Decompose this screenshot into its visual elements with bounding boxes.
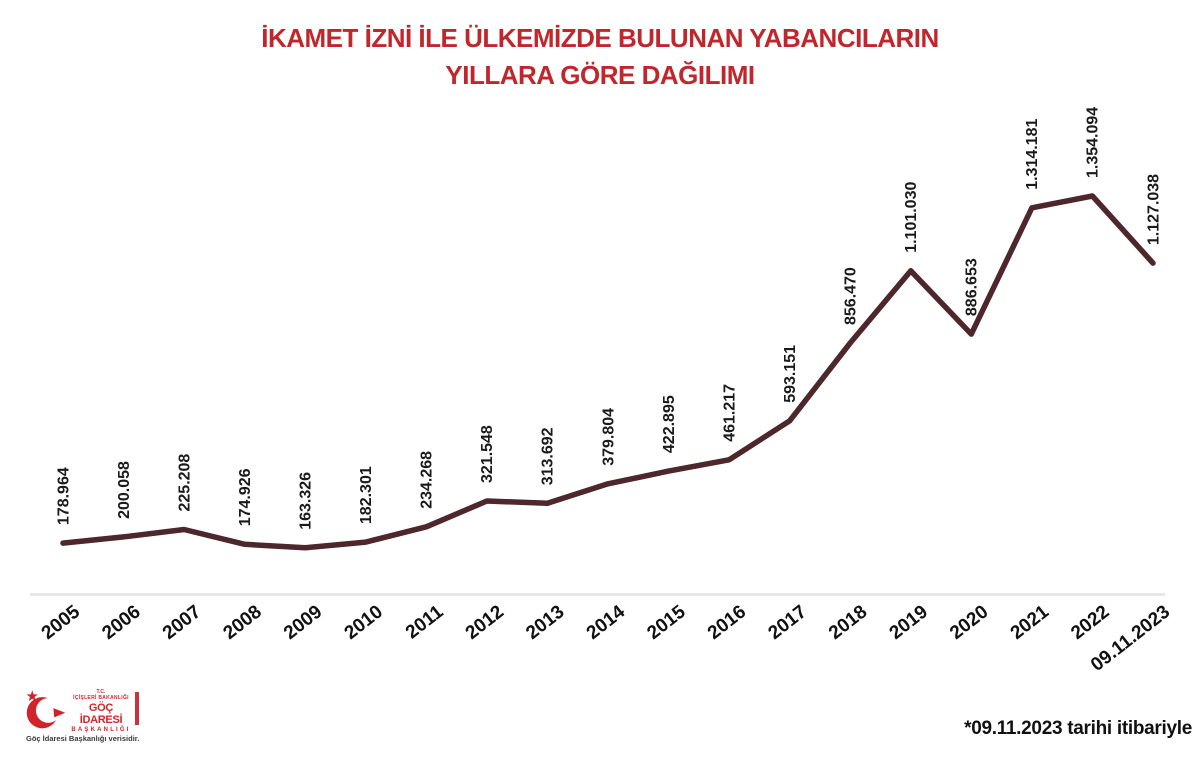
logo-divider-bar	[135, 692, 139, 725]
year-label: 2010	[341, 601, 387, 644]
value-label: 461.217	[721, 384, 738, 442]
year-label: 2005	[38, 601, 85, 644]
value-label: 593.151	[782, 345, 799, 403]
value-label: 886.653	[964, 258, 981, 316]
year-label: 2007	[159, 601, 205, 644]
year-label: 2020	[946, 601, 992, 644]
year-label: 2022	[1067, 601, 1113, 644]
year-label: 2015	[643, 601, 690, 644]
year-label: 2011	[402, 601, 448, 643]
chart-title-line2: YILLARA GÖRE DAĞILIMI	[445, 60, 755, 90]
year-label: 2019	[886, 601, 932, 644]
value-label: 422.895	[661, 395, 678, 453]
logo-text: T.C. İÇİŞLERİ BAKANLIĞI GÖÇ İDARESİ BAŞK…	[70, 689, 132, 734]
logo-tc: T.C.	[96, 689, 106, 695]
year-label: 2008	[220, 601, 266, 644]
value-label: 379.804	[600, 408, 617, 466]
value-label: 856.470	[842, 267, 859, 325]
chart-line	[60, 193, 1156, 551]
year-label: 2006	[98, 601, 144, 644]
value-label: 1.101.030	[903, 182, 920, 253]
crescent-star-logo-icon	[26, 690, 66, 729]
value-label: 1.354.094	[1085, 107, 1102, 178]
date-footnote: *09.11.2023 tarihi itibariyle	[964, 718, 1192, 739]
year-label: 2014	[583, 601, 630, 644]
year-label: 2012	[462, 601, 508, 644]
value-label: 174.926	[237, 468, 254, 526]
value-label: 1.127.038	[1145, 174, 1162, 245]
value-label: 234.268	[419, 451, 436, 509]
value-label: 200.058	[116, 461, 133, 519]
chart-title-line1: İKAMET İZNİ İLE ÜLKEMİZDE BULUNAN YABANC…	[261, 23, 939, 53]
year-label: 2013	[522, 601, 568, 644]
logo-agency-line2: BAŞKANLIĞI	[71, 727, 131, 734]
value-label: 225.208	[176, 454, 193, 512]
year-label: 2018	[825, 601, 871, 644]
chart-title: İKAMET İZNİ İLE ÜLKEMİZDE BULUNAN YABANC…	[0, 20, 1200, 94]
value-label: 1.314.181	[1024, 119, 1041, 190]
year-label: 2017	[765, 601, 811, 644]
axis-baseline	[30, 593, 1165, 596]
logo-ministry: İÇİŞLERİ BAKANLIĞI	[73, 694, 129, 701]
year-label: 2016	[704, 601, 750, 644]
value-label: 178.964	[55, 467, 72, 525]
value-label: 182.301	[358, 466, 375, 524]
year-label: 2021	[1007, 601, 1054, 644]
logo-block: T.C. İÇİŞLERİ BAKANLIĞI GÖÇ İDARESİ BAŞK…	[22, 686, 202, 756]
value-label: 163.326	[297, 472, 314, 530]
source-caption: Göç İdaresi Başkanlığı verisidir.	[26, 734, 140, 743]
value-label: 321.548	[479, 425, 496, 483]
logo-agency-line1: GÖÇ İDARESİ	[79, 702, 123, 727]
value-label: 313.692	[540, 427, 557, 485]
year-label: 2009	[280, 601, 326, 644]
